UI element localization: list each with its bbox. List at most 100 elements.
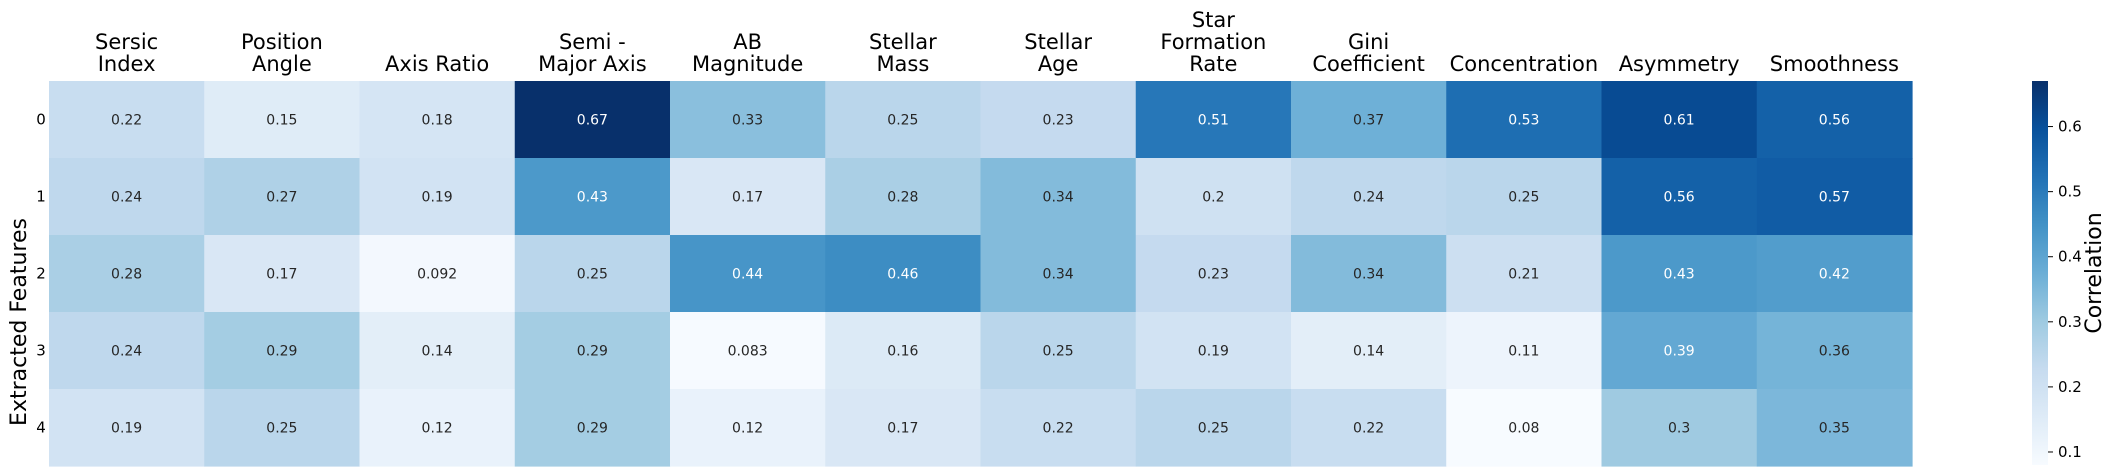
heatmap-cell xyxy=(1756,81,1913,159)
heatmap-cell xyxy=(1135,158,1292,236)
cell-value-label: 0.53 xyxy=(1508,113,1539,129)
cell-value-label: 0.28 xyxy=(111,267,142,283)
heatmap-cell xyxy=(1291,389,1447,467)
cell-value-label: 0.34 xyxy=(1353,267,1384,283)
column-label: Stellar Age xyxy=(1024,30,1092,76)
column-label: Smoothness xyxy=(1770,52,1899,76)
heatmap-cell xyxy=(49,235,205,313)
cell-value-label: 0.19 xyxy=(422,190,453,206)
heatmap-cell xyxy=(1291,158,1447,236)
cell-value-label: 0.29 xyxy=(577,421,608,437)
heatmap-cell xyxy=(49,389,205,467)
heatmap-cell xyxy=(980,81,1137,159)
cell-value-label: 0.29 xyxy=(577,344,608,360)
heatmap-cell xyxy=(1601,389,1758,467)
cell-value-label: 0.19 xyxy=(111,421,142,437)
heatmap-cell xyxy=(1291,312,1447,390)
row-labels: 0 1 2 3 4 xyxy=(36,111,46,437)
heatmap-cell xyxy=(1601,81,1758,159)
cell-value-label: 0.56 xyxy=(1664,190,1695,206)
heatmap-cell xyxy=(49,158,205,236)
heatmap-cell xyxy=(1446,312,1603,390)
row-label: 1 xyxy=(36,188,46,206)
cell-value-label: 0.22 xyxy=(1043,421,1074,437)
cell-value-label: 0.34 xyxy=(1043,267,1074,283)
cell-value-label: 0.39 xyxy=(1664,344,1695,360)
column-label: Concentration xyxy=(1450,52,1599,76)
heatmap-cell xyxy=(204,158,361,236)
cell-value-label: 0.083 xyxy=(728,344,768,360)
heatmap-cell xyxy=(670,158,826,236)
heatmap-cell xyxy=(825,158,982,236)
heatmap-cell xyxy=(670,312,826,390)
colorbar-title: Correlation xyxy=(2082,212,2107,333)
cell-value-label: 0.17 xyxy=(732,190,763,206)
cell-value-label: 0.14 xyxy=(1353,344,1384,360)
heatmap-cell xyxy=(1291,235,1447,313)
column-label: Gini Coefficient xyxy=(1312,30,1425,76)
heatmap-cell xyxy=(514,312,671,390)
cell-value-label: 0.17 xyxy=(266,267,297,283)
cell-value-label: 0.3 xyxy=(1668,421,1690,437)
heatmap-cell xyxy=(1135,312,1292,390)
heatmap-cell xyxy=(49,312,205,390)
column-label: Asymmetry xyxy=(1619,52,1740,76)
cell-value-label: 0.23 xyxy=(1043,113,1074,129)
cell-value-label: 0.11 xyxy=(1508,344,1539,360)
heatmap-cell xyxy=(1756,389,1913,467)
cell-value-label: 0.35 xyxy=(1819,421,1850,437)
row-label: 4 xyxy=(36,419,46,437)
heatmap-cell xyxy=(1446,235,1603,313)
cell-value-label: 0.14 xyxy=(422,344,453,360)
heatmap-cell xyxy=(1756,235,1913,313)
heatmap-cell xyxy=(204,81,361,159)
heatmap-cell xyxy=(1291,81,1447,159)
cell-value-label: 0.29 xyxy=(266,344,297,360)
cell-value-label: 0.12 xyxy=(422,421,453,437)
heatmap-cell xyxy=(514,81,671,159)
cell-value-label: 0.25 xyxy=(577,267,608,283)
heatmap-cell xyxy=(1601,312,1758,390)
column-label: Axis Ratio xyxy=(385,52,489,76)
heatmap-cell xyxy=(825,389,982,467)
cell-value-label: 0.21 xyxy=(1508,267,1539,283)
column-label: Star Formation Rate xyxy=(1160,8,1266,76)
column-label: AB Magnitude xyxy=(692,30,803,76)
cell-value-label: 0.57 xyxy=(1819,190,1850,206)
cell-value-label: 0.61 xyxy=(1664,113,1695,129)
colorbar-ticks: 0.1 0.2 0.3 0.4 0.5 0.6 xyxy=(2048,118,2082,461)
heatmap-cell xyxy=(359,389,516,467)
cell-value-label: 0.37 xyxy=(1353,113,1384,129)
heatmap-cell xyxy=(1446,81,1603,159)
colorbar: 0.1 0.2 0.3 0.4 0.5 0.6 Correlation xyxy=(2032,81,2107,465)
cell-value-label: 0.34 xyxy=(1043,190,1074,206)
colorbar-tick-label: 0.4 xyxy=(2058,248,2082,266)
cell-value-label: 0.56 xyxy=(1819,113,1850,129)
heatmap-cell xyxy=(980,312,1137,390)
heatmap-cell xyxy=(204,235,361,313)
cell-value-label: 0.44 xyxy=(732,267,763,283)
cell-value-label: 0.24 xyxy=(111,190,142,206)
cell-value-label: 0.12 xyxy=(732,421,763,437)
heatmap-cell xyxy=(49,81,205,159)
cell-value-label: 0.43 xyxy=(1664,267,1695,283)
heatmap-cell xyxy=(980,389,1137,467)
heatmap-cell xyxy=(359,235,516,313)
heatmap-cell xyxy=(204,312,361,390)
cell-value-label: 0.24 xyxy=(1353,190,1384,206)
cell-value-label: 0.25 xyxy=(1043,344,1074,360)
heatmap-cell xyxy=(1601,235,1758,313)
cell-value-label: 0.51 xyxy=(1198,113,1229,129)
cell-value-label: 0.24 xyxy=(111,344,142,360)
heatmap-cell xyxy=(1135,389,1292,467)
cell-value-label: 0.28 xyxy=(887,190,918,206)
cell-value-label: 0.42 xyxy=(1819,267,1850,283)
cell-value-label: 0.2 xyxy=(1202,190,1224,206)
heatmap-cell xyxy=(1446,158,1603,236)
heatmap-cell xyxy=(980,235,1137,313)
y-axis-title: Extracted Features xyxy=(7,218,32,426)
column-labels: Sersic Index Position Angle Axis Ratio Semi -… xyxy=(95,8,1899,76)
colorbar-tick-label: 0.2 xyxy=(2058,378,2082,396)
heatmap-cell xyxy=(1601,158,1758,236)
